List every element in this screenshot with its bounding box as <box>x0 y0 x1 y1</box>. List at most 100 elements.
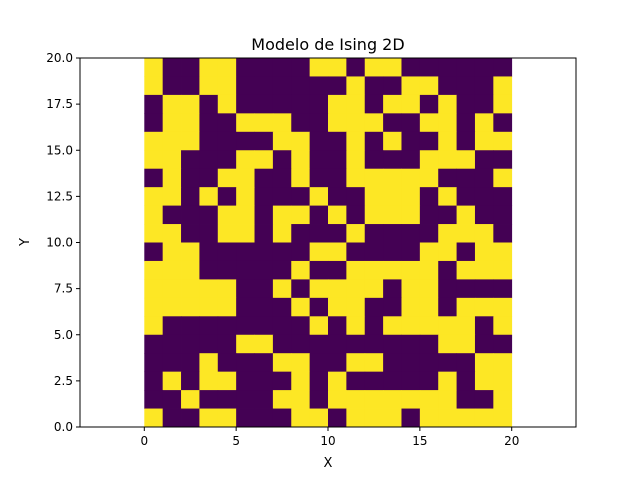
heatmap-cell <box>346 168 366 188</box>
heatmap-cell <box>493 113 513 133</box>
heatmap-cell <box>474 279 494 299</box>
heatmap-cell <box>144 334 164 354</box>
heatmap-cell <box>383 205 402 225</box>
heatmap-cell <box>309 279 329 299</box>
heatmap-cell <box>309 390 329 409</box>
heatmap-cell <box>438 113 457 133</box>
heatmap-cell <box>419 316 439 336</box>
heatmap-cell <box>199 242 219 262</box>
heatmap-cell <box>254 353 274 373</box>
heatmap-cell <box>346 334 366 354</box>
heatmap-cell <box>272 242 292 262</box>
heatmap-cell <box>291 205 311 225</box>
heatmap-cell <box>236 316 255 336</box>
heatmap-cell <box>199 76 219 96</box>
y-tick-label: 15.0 <box>46 143 73 157</box>
heatmap-cell <box>181 279 200 299</box>
heatmap-cell <box>346 316 366 336</box>
heatmap-cells <box>144 58 513 428</box>
heatmap-cell <box>419 131 439 151</box>
heatmap-cell <box>364 205 384 225</box>
heatmap-cell <box>328 408 347 428</box>
heatmap-cell <box>162 353 182 373</box>
heatmap-cell <box>364 334 384 354</box>
heatmap-cell <box>419 260 439 280</box>
heatmap-cell <box>181 408 200 428</box>
heatmap-cell <box>438 334 457 354</box>
heatmap-cell <box>217 316 237 336</box>
y-tick-label: 7.5 <box>54 282 73 296</box>
heatmap-cell <box>162 242 182 262</box>
y-tick-label: 5.0 <box>54 328 73 342</box>
heatmap-cell <box>383 353 402 373</box>
heatmap-cell <box>474 353 494 373</box>
heatmap-cell <box>328 390 347 409</box>
heatmap-cell <box>401 205 421 225</box>
heatmap-cell <box>272 371 292 391</box>
heatmap-cell <box>474 94 494 114</box>
heatmap-cell <box>493 205 513 225</box>
heatmap-cell <box>236 260 255 280</box>
heatmap-cell <box>291 390 311 409</box>
heatmap-cell <box>346 408 366 428</box>
heatmap-cell <box>438 131 457 151</box>
x-tick-label: 20 <box>504 434 519 448</box>
heatmap-cell <box>199 260 219 280</box>
heatmap-cell <box>309 242 329 262</box>
heatmap-cell <box>309 224 329 243</box>
heatmap-cell <box>162 371 182 391</box>
heatmap-cell <box>217 58 237 77</box>
heatmap-cell <box>291 224 311 243</box>
heatmap-cell <box>328 168 347 188</box>
heatmap-cell <box>254 113 274 133</box>
heatmap-cell <box>383 150 402 170</box>
heatmap-cell <box>236 297 255 317</box>
heatmap-cell <box>346 94 366 114</box>
heatmap-cell <box>474 58 494 77</box>
heatmap-cell <box>328 371 347 391</box>
heatmap-cell <box>144 113 164 133</box>
heatmap-cell <box>254 260 274 280</box>
heatmap-cell <box>419 297 439 317</box>
heatmap-cell <box>456 260 476 280</box>
heatmap-cell <box>383 279 402 299</box>
heatmap-cell <box>438 94 457 114</box>
heatmap-cell <box>419 113 439 133</box>
heatmap-cell <box>217 408 237 428</box>
heatmap-cell <box>474 113 494 133</box>
heatmap-cell <box>236 168 255 188</box>
heatmap-cell <box>291 113 311 133</box>
heatmap-cell <box>438 58 457 77</box>
y-tick-label: 12.5 <box>46 189 73 203</box>
heatmap-cell <box>383 390 402 409</box>
heatmap-cell <box>217 224 237 243</box>
heatmap-cell <box>346 113 366 133</box>
heatmap-cell <box>383 408 402 428</box>
heatmap-cell <box>309 168 329 188</box>
heatmap-cell <box>236 242 255 262</box>
heatmap-cell <box>401 187 421 206</box>
heatmap-cell <box>328 316 347 336</box>
heatmap-cell <box>456 279 476 299</box>
heatmap-cell <box>438 168 457 188</box>
heatmap-cell <box>401 150 421 170</box>
heatmap-cell <box>236 58 255 77</box>
heatmap-cell <box>199 150 219 170</box>
heatmap-cell <box>254 76 274 96</box>
heatmap-cell <box>162 334 182 354</box>
heatmap-cell <box>401 334 421 354</box>
heatmap-cell <box>438 390 457 409</box>
heatmap-cell <box>474 131 494 151</box>
heatmap-cell <box>328 260 347 280</box>
heatmap-cell <box>364 76 384 96</box>
heatmap-cell <box>181 131 200 151</box>
heatmap-cell <box>217 131 237 151</box>
heatmap-cell <box>181 205 200 225</box>
heatmap-cell <box>438 297 457 317</box>
heatmap-cell <box>272 353 292 373</box>
heatmap-cell <box>364 390 384 409</box>
heatmap-cell <box>438 224 457 243</box>
heatmap-cell <box>346 150 366 170</box>
y-tick-label: 10.0 <box>46 236 73 250</box>
heatmap-cell <box>364 224 384 243</box>
